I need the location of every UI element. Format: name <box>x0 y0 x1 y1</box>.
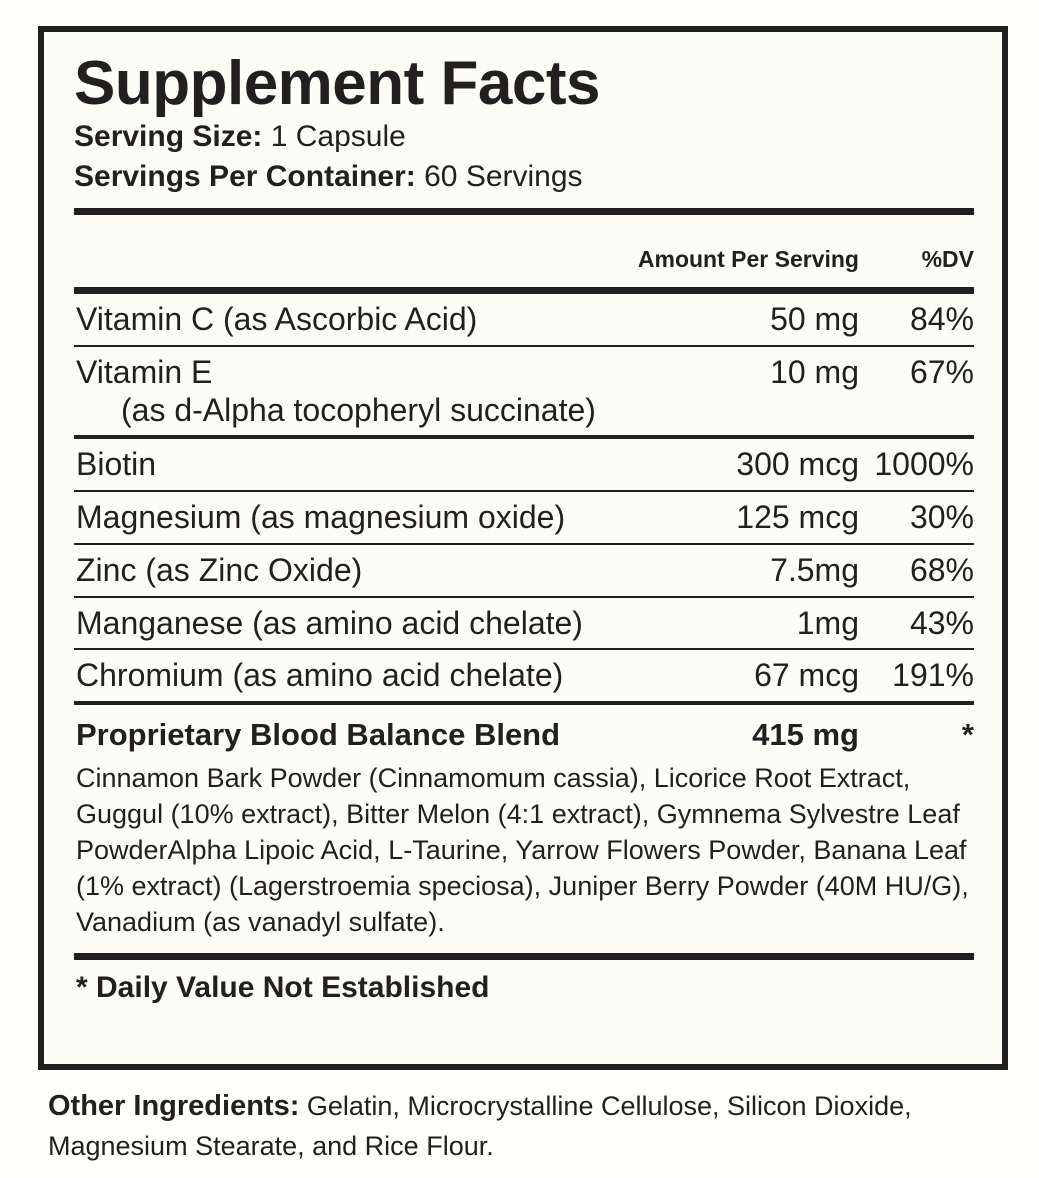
nutrient-amount: 10 mg <box>770 353 859 390</box>
nutrient-name: Zinc (as Zinc Oxide) <box>76 551 363 588</box>
servings-per-container-line: Servings Per Container: 60 Servings <box>74 157 974 197</box>
other-ingredients-value: Gelatin, Microcrystalline Cellulose, Sil… <box>48 1091 912 1162</box>
table-row: Vitamin E (as d-Alpha tocopheryl succina… <box>74 347 974 436</box>
row-divider <box>74 490 974 493</box>
nutrient-amount: 7.5mg <box>770 551 859 588</box>
table-row: Vitamin C (as Ascorbic Acid) 50 mg 84% <box>74 294 974 345</box>
nutrient-name-primary: Vitamin E <box>76 353 213 390</box>
daily-value-header: %DV <box>921 246 974 273</box>
nutrient-name: Chromium (as amino acid chelate) <box>76 657 564 694</box>
row-divider <box>74 435 974 440</box>
nutrient-name: Biotin <box>76 446 157 483</box>
nutrient-name: Vitamin E (as d-Alpha tocopheryl succina… <box>74 354 614 430</box>
other-ingredients: Other Ingredients: Gelatin, Microcrystal… <box>48 1086 1008 1166</box>
nutrient-name: Magnesium (as magnesium oxide) <box>76 499 566 536</box>
nutrient-dv: 84% <box>909 301 974 338</box>
amount-per-serving-header: Amount Per Serving <box>637 246 859 273</box>
nutrient-amount: 67 mcg <box>754 657 859 694</box>
daily-value-footnote: * Daily Value Not Established <box>76 970 490 1004</box>
page-title: Supplement Facts <box>74 49 601 118</box>
serving-size-line: Serving Size: 1 Capsule <box>74 117 974 157</box>
table-row: Zinc (as Zinc Oxide) 7.5mg 68% <box>74 545 974 596</box>
row-divider <box>74 542 974 545</box>
nutrient-name: Manganese (as amino acid chelate) <box>76 604 583 641</box>
table-row: Manganese (as amino acid chelate) 1mg 43… <box>74 598 974 649</box>
nutrient-name: Vitamin C (as Ascorbic Acid) <box>76 301 478 338</box>
rule-below-column-headers <box>74 287 974 295</box>
blend-amount: 415 mg <box>752 717 859 753</box>
nutrient-amount: 125 mcg <box>736 499 859 536</box>
servings-per-container-value: 60 Servings <box>424 160 583 194</box>
table-row: Chromium (as amino acid chelate) 67 mcg … <box>74 650 974 701</box>
nutrient-dv: 1000% <box>874 446 974 483</box>
row-divider <box>74 648 974 651</box>
serving-size-value: 1 Capsule <box>270 120 406 154</box>
serving-size-label: Serving Size: <box>74 120 263 154</box>
rule-below-servings <box>74 208 974 216</box>
servings-per-container-label: Servings Per Container: <box>74 160 416 194</box>
nutrient-dv: 43% <box>909 604 974 641</box>
nutrient-amount: 50 mg <box>770 301 859 338</box>
nutrient-name-secondary: (as d-Alpha tocopheryl succinate) <box>121 391 596 428</box>
blend-name: Proprietary Blood Balance Blend <box>76 717 561 753</box>
blend-dv-asterisk: * <box>961 717 974 753</box>
rule-above-footnote <box>74 952 974 960</box>
nutrient-amount: 300 mcg <box>736 446 859 483</box>
nutrient-dv: 67% <box>909 353 974 390</box>
nutrient-amount: 1mg <box>796 604 859 641</box>
nutrient-dv: 30% <box>909 499 974 536</box>
panel-content: Supplement Facts Serving Size: 1 Capsule… <box>74 52 974 1013</box>
proprietary-blend-row: Proprietary Blood Balance Blend 415 mg * <box>74 705 974 761</box>
supplement-facts-panel: Supplement Facts Serving Size: 1 Capsule… <box>38 26 1008 1070</box>
blend-ingredients-list: Cinnamon Bark Powder (Cinnamomum cassia)… <box>76 763 969 937</box>
row-divider <box>74 344 974 347</box>
nutrient-dv: 191% <box>892 657 974 694</box>
rule-above-blend <box>74 701 974 706</box>
row-divider <box>74 595 974 598</box>
nutrient-dv: 68% <box>909 551 974 588</box>
table-row: Biotin 300 mcg 1000% <box>74 439 974 490</box>
table-row: Magnesium (as magnesium oxide) 125 mcg 3… <box>74 492 974 543</box>
column-header-row: Amount Per Serving %DV <box>74 215 974 287</box>
other-ingredients-label: Other Ingredients: <box>48 1090 300 1122</box>
